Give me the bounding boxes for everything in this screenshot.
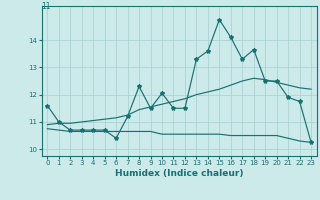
Text: 11: 11 xyxy=(42,2,51,11)
X-axis label: Humidex (Indice chaleur): Humidex (Indice chaleur) xyxy=(115,169,244,178)
